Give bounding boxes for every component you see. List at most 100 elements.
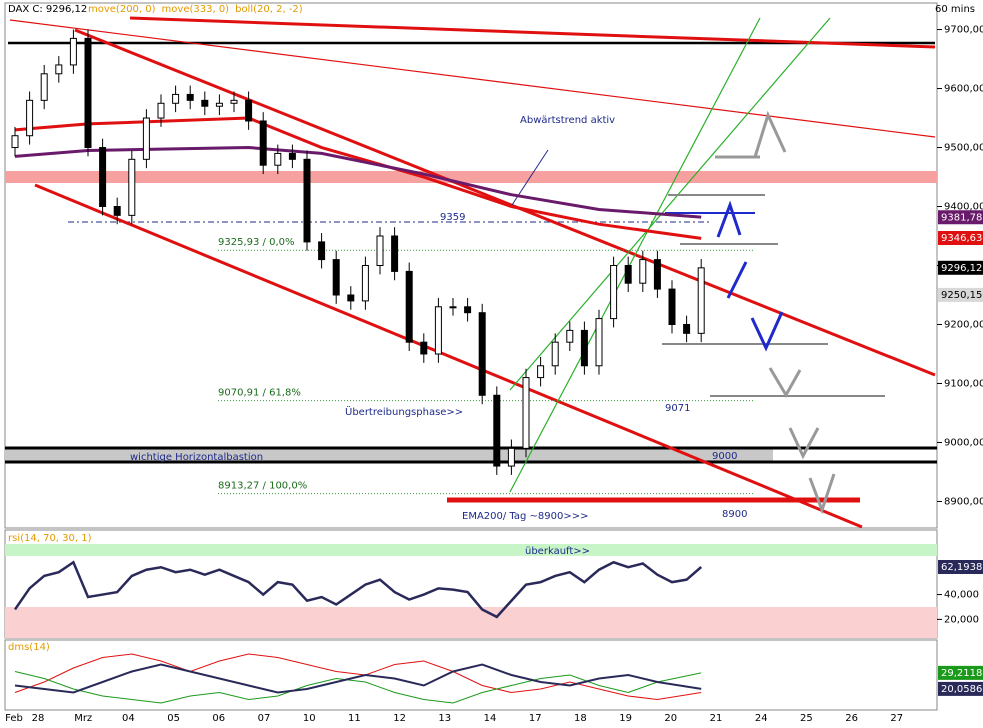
x-tick-label: 12: [393, 713, 406, 724]
candle-body: [507, 447, 515, 467]
value-label: 20,0586: [941, 684, 982, 695]
candle-body: [566, 329, 574, 343]
arrow: [726, 261, 748, 299]
arrow: [808, 473, 836, 515]
candle-body: [624, 265, 632, 284]
channel-line: [509, 17, 761, 493]
annotation: EMA200/ Tag ~8900>>>: [462, 511, 589, 522]
x-tick-label: 10: [303, 713, 316, 724]
x-tick-label: 05: [167, 713, 180, 724]
candle-body: [332, 259, 340, 296]
candle-body: [580, 329, 588, 367]
x-tick-label: Mrz: [74, 713, 92, 724]
candle-body: [142, 117, 150, 160]
x-tick-label: 19: [619, 713, 632, 724]
value-box: [938, 665, 983, 680]
y-tick-label: 9600,00: [944, 84, 983, 95]
y-tick-label: 9700,00: [944, 25, 983, 36]
x-tick-label: 25: [800, 713, 813, 724]
x-tick-label: 26: [845, 713, 858, 724]
dms-line: [14, 671, 702, 704]
candle-body: [639, 259, 647, 284]
overbought-band: [5, 544, 937, 556]
candle-body: [113, 206, 121, 216]
x-tick-label: 21: [710, 713, 723, 724]
candle-body: [668, 288, 676, 325]
price-box: [938, 287, 983, 302]
x-tick-label: 06: [212, 713, 225, 724]
trendline: [74, 28, 936, 377]
oversold-band: [5, 607, 937, 638]
y-tick-label: 9400,00: [944, 202, 983, 213]
candle-body: [84, 37, 92, 149]
fib-label: 9325,93 / 0,0%: [218, 237, 294, 248]
price-label: 9381,78: [941, 212, 982, 223]
candle-body: [128, 158, 136, 216]
candle-body: [201, 99, 209, 107]
candle-body: [610, 265, 618, 320]
dms-line: [14, 663, 702, 694]
candle-body: [303, 158, 311, 243]
annotation: Abwärtstrend aktiv: [520, 115, 615, 126]
y-tick-label: 9200,00: [944, 319, 983, 330]
candle-body: [551, 341, 559, 367]
x-tick-label: 18: [574, 713, 587, 724]
timeframe: 60 mins: [935, 4, 975, 15]
value-label: 29,2118: [941, 668, 982, 679]
candle-body: [683, 323, 691, 334]
annotation: 8900: [722, 509, 747, 520]
moving-average: [14, 146, 702, 219]
candle-body: [405, 270, 413, 343]
candle-body: [449, 306, 457, 309]
rsi-line: [13, 560, 703, 619]
x-tick-label: 04: [122, 713, 135, 724]
x-tick-label: 14: [484, 713, 497, 724]
candle-body: [288, 152, 296, 160]
price-box: [938, 210, 983, 225]
annotation: 9359: [440, 212, 465, 223]
value-box: [938, 681, 983, 696]
price-box: [938, 230, 983, 245]
candle-body: [11, 135, 19, 149]
candle-body: [230, 99, 238, 104]
x-tick-label: 28: [32, 713, 45, 724]
candle-body: [493, 394, 501, 467]
rsi-title: rsi(14, 70, 30, 1): [8, 533, 92, 544]
value-box: [938, 560, 983, 575]
y-tick-label: 9500,00: [944, 143, 983, 154]
arrow: [788, 427, 820, 460]
dms-panel: [4, 639, 938, 711]
price-box: [938, 260, 983, 275]
dms-line: [14, 653, 702, 701]
candle-body: [55, 64, 63, 75]
candle-body: [391, 235, 399, 272]
arrow: [750, 311, 784, 352]
x-tick-label: 27: [890, 713, 903, 724]
candle-body: [245, 99, 253, 122]
trendline: [34, 183, 863, 529]
x-tick-label: 11: [348, 713, 361, 724]
y-tick-label: 20,000: [944, 614, 979, 625]
price-label: 9250,15: [941, 290, 982, 301]
support-band: [5, 448, 773, 461]
fib-label: 9070,91 / 61,8%: [218, 388, 301, 399]
candle-body: [653, 259, 661, 290]
candle-body: [274, 152, 282, 166]
trendlines: [9, 16, 936, 529]
x-tick-label: Feb: [5, 713, 23, 724]
candle-body: [537, 365, 545, 379]
x-tick-label: 07: [258, 713, 271, 724]
arrow: [753, 110, 787, 158]
y-tick-label: 9100,00: [944, 378, 983, 389]
indicator-label: move(200, 0): [88, 4, 156, 15]
candle-body: [318, 241, 326, 261]
y-tick-label: 9000,00: [944, 437, 983, 448]
candle-body: [186, 93, 194, 101]
indicator-label: move(333, 0): [162, 4, 230, 15]
annotation: wichtige Horizontalbastion: [130, 452, 263, 463]
trendline: [129, 16, 936, 49]
annotation: 9071: [665, 403, 690, 414]
candle-body: [26, 99, 34, 137]
dms-title: dms(14): [8, 642, 50, 653]
